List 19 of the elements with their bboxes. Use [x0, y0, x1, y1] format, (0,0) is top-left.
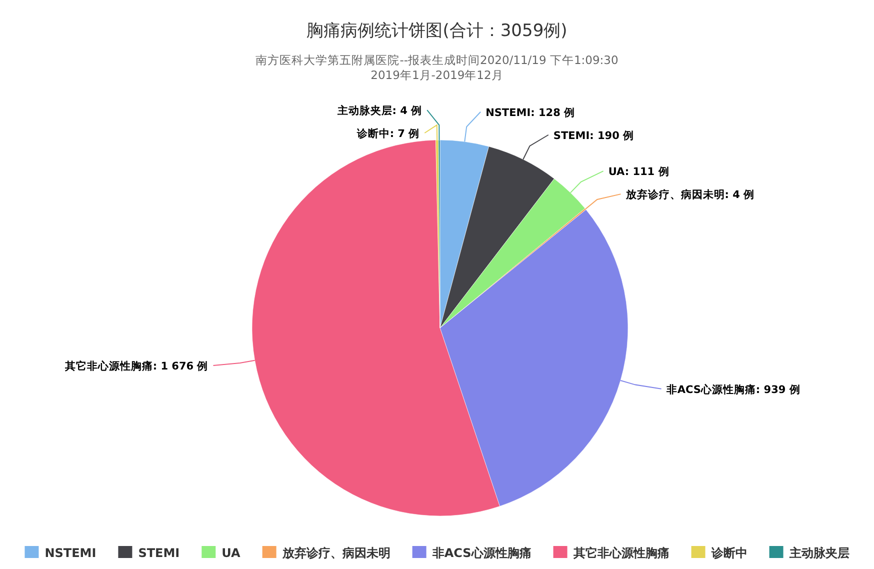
- legend-label: 非ACS心源性胸痛: [431, 546, 532, 560]
- category-label: 其它非心源性胸痛: 1 676 例: [64, 360, 208, 373]
- chart-subtitle: 南方医科大学第五附属医院--报表生成时间2020/11/19 下午1:09:30: [256, 53, 618, 67]
- chart-title: 胸痛病例统计饼图(合计：3059例): [306, 21, 568, 41]
- text: 2019年1月-2019年12月: [370, 68, 504, 82]
- legend-label: 诊断中: [710, 546, 748, 560]
- category-label: 主动脉夹层: 4 例: [337, 105, 422, 117]
- legend-label: STEMI: [138, 546, 180, 560]
- category-label: NSTEMI: 128 例: [486, 106, 576, 119]
- legend-label: UA: [222, 546, 242, 560]
- legend-label: 其它非心源性胸痛: [572, 546, 670, 560]
- legend-label: 主动脉夹层: [788, 546, 850, 560]
- category-label: 放弃诊疗、病因未明: 4 例: [626, 189, 755, 202]
- legend-label: 放弃诊疗、病因未明: [281, 546, 390, 560]
- category-label: STEMI: 190 例: [553, 130, 634, 142]
- category-label: 诊断中: 7 例: [356, 128, 420, 140]
- category-label: 非ACS心源性胸痛: 939 例: [666, 384, 800, 396]
- legend-label: NSTEMI: [44, 546, 96, 560]
- category-label: UA: 111 例: [608, 166, 670, 178]
